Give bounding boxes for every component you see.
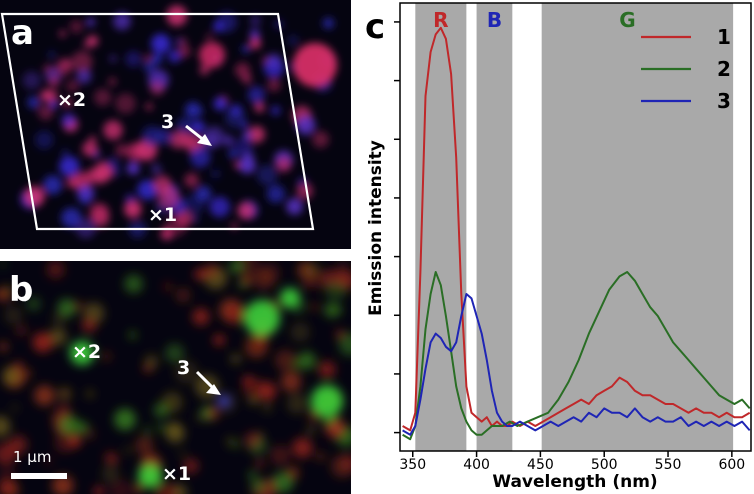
- selection-parallelogram: [0, 12, 315, 231]
- legend-label-1: 1: [717, 25, 731, 49]
- marker-2-label: ×2: [72, 341, 102, 363]
- arrow-3-shaft: [195, 370, 216, 391]
- scale-bar-label: 1 μm: [13, 448, 52, 466]
- emission-spectra-chart: c R B G 350 400 450 500 550 600 1 2 3 Wavelength …: [365, 2, 752, 492]
- panel-b-texture: [0, 261, 351, 494]
- band-b: [476, 3, 513, 451]
- marker-2-label: ×2: [57, 89, 87, 111]
- y-axis-label: Emission intensity: [366, 140, 386, 316]
- series-2-line: [402, 271, 751, 441]
- band-label-g: G: [619, 8, 635, 32]
- panel-b-letter: b: [9, 270, 34, 310]
- panel-a-image: a ×2 ×1 3: [0, 0, 351, 249]
- panel-c-letter: c: [365, 7, 385, 47]
- arrow-3-label: 3: [177, 357, 191, 379]
- x-tick-label: 400: [463, 457, 490, 473]
- x-tick-label: 600: [718, 457, 745, 473]
- legend-label-3: 3: [717, 89, 731, 113]
- x-tick-label: 350: [399, 457, 426, 473]
- panel-a-texture: [0, 5, 337, 241]
- arrow-3-head: [206, 384, 221, 395]
- marker-1-label: ×1: [148, 204, 178, 226]
- series-3-line: [402, 293, 751, 436]
- panel-b-image: b ×2 ×1 3 1 μm: [0, 261, 351, 494]
- marker-1-label: ×1: [162, 463, 192, 485]
- x-tick-label: 500: [591, 457, 618, 473]
- x-tick-label: 450: [527, 457, 554, 473]
- panel-a-letter: a: [11, 13, 34, 53]
- series-1-line: [402, 26, 751, 432]
- scale-bar: [11, 473, 67, 479]
- band-label-r: R: [433, 8, 448, 32]
- arrow-3-label: 3: [161, 111, 175, 133]
- x-tick-label: 550: [655, 457, 682, 473]
- plot-frame: [399, 2, 752, 452]
- legend-label-2: 2: [717, 57, 731, 81]
- arrow-3-head: [197, 134, 212, 146]
- band-g: [541, 3, 734, 451]
- band-label-b: B: [487, 8, 502, 32]
- x-axis-label: Wavelength (nm): [492, 472, 657, 492]
